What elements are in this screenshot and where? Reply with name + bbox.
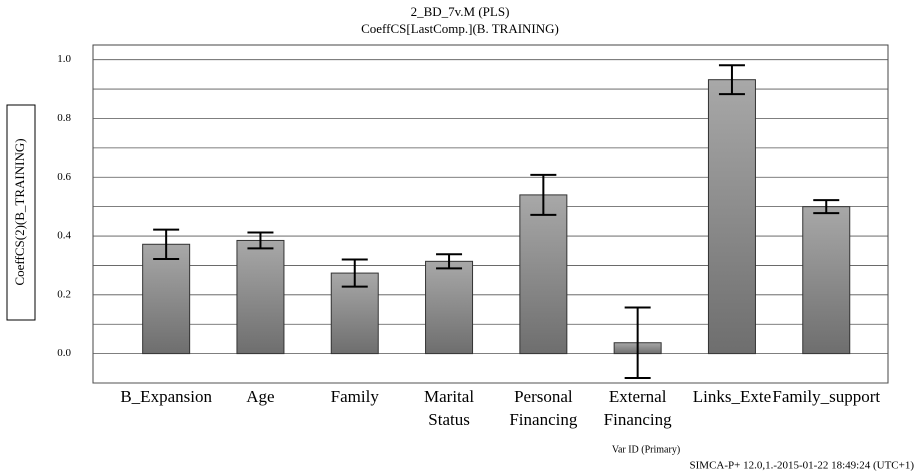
x-tick-label: Personal Financing <box>509 387 577 429</box>
x-tick-label: B_Expansion <box>120 387 212 406</box>
error-bar <box>247 231 274 250</box>
bar <box>236 239 285 355</box>
y-tick-label: 0.8 <box>57 112 71 124</box>
error-bar <box>530 173 557 216</box>
bar <box>707 79 756 355</box>
chart-subtitle: CoeffCS[LastComp.](B. TRAINING) <box>361 21 559 36</box>
footer: SIMCA-P+ 12.0,1.-2015-01-22 18:49:24 (UT… <box>690 460 915 472</box>
x-axis-label: Var ID (Primary) <box>612 444 680 455</box>
chart-title: 2_BD_7v.M (PLS) <box>411 4 510 19</box>
error-bar <box>718 64 745 96</box>
x-tick-label: Family <box>331 387 380 406</box>
y-tick-label: 0.2 <box>57 288 71 300</box>
y-tick-label: 1.0 <box>57 53 71 65</box>
x-tick-label: Age <box>246 387 274 406</box>
error-bar <box>813 199 840 215</box>
y-label-box <box>6 104 36 321</box>
error-bar <box>341 258 368 288</box>
bar <box>425 260 474 355</box>
x-tick-label: Links_Exte <box>693 387 771 406</box>
bar <box>802 206 851 355</box>
bar <box>519 194 568 355</box>
error-bar <box>436 253 463 270</box>
x-tick-label: Family_support <box>772 387 880 406</box>
plot-area <box>92 44 889 384</box>
error-bar <box>624 306 651 380</box>
y-tick-label: 0.0 <box>57 347 71 359</box>
y-axis-label: CoeffCS(2)(B_TRAINING) <box>12 138 27 285</box>
error-bar <box>153 228 180 260</box>
y-tick-label: 0.6 <box>57 171 71 183</box>
x-tick-label: Marital Status <box>424 387 474 429</box>
y-tick-label: 0.4 <box>57 230 71 242</box>
x-tick-label: External Financing <box>604 387 672 429</box>
bar <box>142 243 191 355</box>
